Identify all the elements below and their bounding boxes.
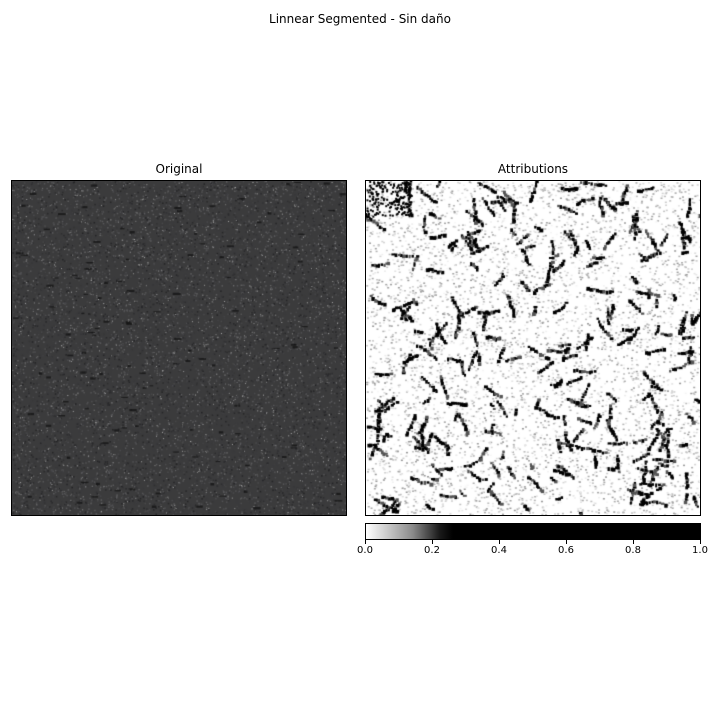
attributions-panel-title: Attributions	[497, 162, 569, 176]
original-image-panel	[11, 180, 347, 516]
colorbar-tick-label: 0.6	[558, 545, 574, 556]
attributions-image-panel	[365, 180, 701, 516]
colorbar-tick-mark	[432, 540, 433, 544]
colorbar-tick-label: 0.0	[357, 545, 373, 556]
original-panel-title: Original	[155, 162, 203, 176]
colorbar-tick-mark	[499, 540, 500, 544]
colorbar-tick-mark	[566, 540, 567, 544]
attribution-heatmap-image	[366, 181, 700, 515]
asphalt-texture-image	[12, 181, 346, 515]
colorbar-tick-label: 0.8	[625, 545, 641, 556]
colorbar-tick-label: 0.2	[424, 545, 440, 556]
colorbar-tick-mark	[633, 540, 634, 544]
colorbar-tick-mark	[700, 540, 701, 544]
figure-title: Linnear Segmented - Sin daño	[269, 12, 451, 26]
colorbar-tick-label: 0.4	[491, 545, 507, 556]
colorbar-tick-label: 1.0	[692, 545, 708, 556]
colorbar-gradient	[366, 524, 700, 539]
colorbar	[365, 523, 701, 540]
colorbar-tick-mark	[365, 540, 366, 544]
